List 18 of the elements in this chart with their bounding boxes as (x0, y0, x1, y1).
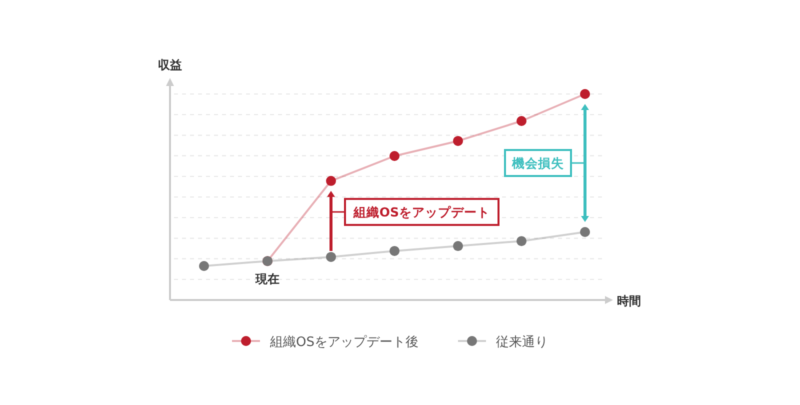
point (326, 176, 336, 186)
point (326, 252, 336, 262)
point (390, 151, 400, 162)
y-axis-title: 収益 (158, 58, 182, 72)
legend-label: 従来通り (496, 335, 548, 350)
annotation: 機会損失 (511, 156, 564, 171)
point (453, 136, 463, 146)
point (516, 116, 526, 126)
point (580, 227, 590, 238)
point (453, 241, 463, 252)
annotation: 現在 (254, 272, 280, 286)
x-axis-title: 時間 (617, 294, 641, 308)
point (199, 261, 209, 272)
annotation: 組織OSをアップデート (352, 204, 490, 220)
point (390, 246, 400, 256)
point (516, 236, 526, 246)
point (580, 89, 590, 99)
legend-label: 組織OSをアップデート後 (269, 335, 418, 350)
